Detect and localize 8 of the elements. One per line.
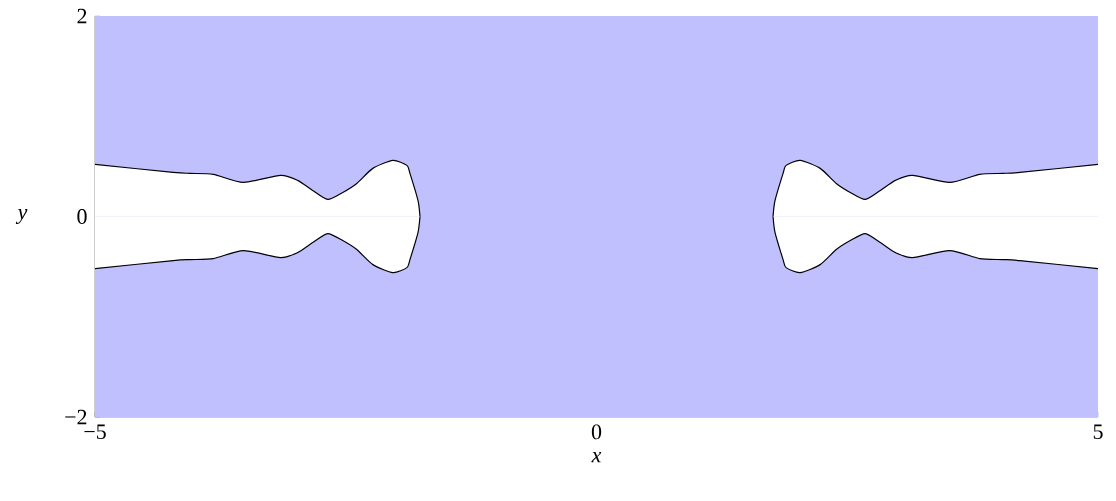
- x-tick-label: 5: [1093, 424, 1103, 440]
- x-axis-title: x: [591, 452, 602, 463]
- y-tick-label: 2: [77, 8, 87, 24]
- y-tick-label: −2: [65, 409, 87, 425]
- x-tick-label: 0: [591, 424, 602, 440]
- y-tick-label: 0: [77, 209, 87, 224]
- x-tick-label: −5: [84, 424, 106, 440]
- y-axis-title: y: [15, 209, 28, 224]
